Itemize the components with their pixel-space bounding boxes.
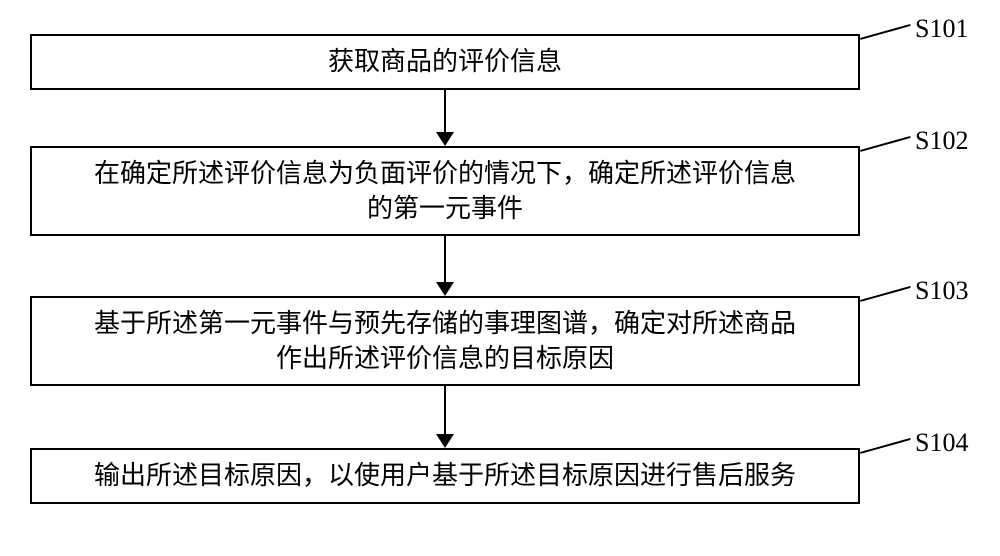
leader-s104-h <box>860 438 911 454</box>
step-label-s101: S101 <box>915 14 968 44</box>
leader-s102-h <box>860 136 911 152</box>
step-text-s102: 在确定所述评价信息为负面评价的情况下，确定所述评价信息 的第一元事件 <box>94 156 796 226</box>
step-text-s103: 基于所述第一元事件与预先存储的事理图谱，确定对所述商品 作出所述评价信息的目标原… <box>94 306 796 376</box>
step-box-s104: 输出所述目标原因，以使用户基于所述目标原因进行售后服务 <box>30 448 860 504</box>
arrow-s103-s104 <box>434 386 456 448</box>
step-text-s104: 输出所述目标原因，以使用户基于所述目标原因进行售后服务 <box>94 458 796 493</box>
arrow-s102-s103 <box>434 236 456 296</box>
step-box-s102: 在确定所述评价信息为负面评价的情况下，确定所述评价信息 的第一元事件 <box>30 146 860 236</box>
step-label-s102: S102 <box>915 126 968 156</box>
step-label-s103: S103 <box>915 276 968 306</box>
leader-s103-h <box>860 286 911 302</box>
flowchart-canvas: 获取商品的评价信息 S101 在确定所述评价信息为负面评价的情况下，确定所述评价信息… <box>0 0 1000 556</box>
step-box-s101: 获取商品的评价信息 <box>30 34 860 90</box>
step-text-s101: 获取商品的评价信息 <box>328 44 562 79</box>
step-box-s103: 基于所述第一元事件与预先存储的事理图谱，确定对所述商品 作出所述评价信息的目标原… <box>30 296 860 386</box>
leader-s101-h <box>860 24 911 40</box>
arrow-s101-s102 <box>434 90 456 146</box>
step-label-s104: S104 <box>915 428 968 458</box>
